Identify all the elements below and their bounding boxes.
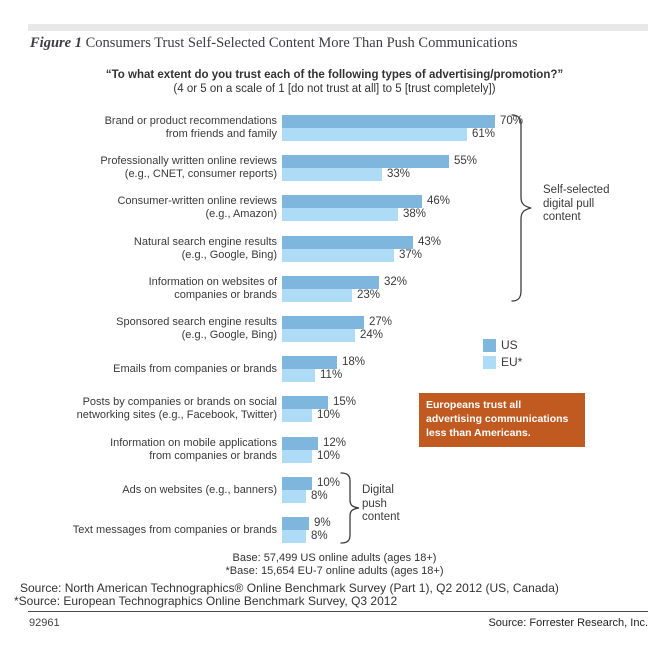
pull-content-brace bbox=[511, 114, 532, 302]
bar-us bbox=[282, 517, 309, 530]
chart-row: Sponsored search engine results (e.g., Go… bbox=[0, 316, 669, 342]
row-label: Consumer-written online reviews (e.g., Am… bbox=[117, 195, 277, 220]
figure-title-text: Consumers Trust Self-Selected Content Mo… bbox=[85, 35, 518, 51]
bar-eu bbox=[282, 168, 382, 181]
chart-question: “To what extent do you trust each of the… bbox=[105, 69, 564, 81]
row-label: Text messages from companies or brands bbox=[72, 523, 277, 536]
footer-divider bbox=[28, 611, 648, 612]
bar-eu bbox=[282, 530, 306, 543]
value-us: 46% bbox=[427, 195, 451, 207]
value-eu: 23% bbox=[357, 289, 381, 301]
value-eu: 10% bbox=[317, 409, 341, 421]
header-strip bbox=[28, 24, 648, 31]
bar-eu bbox=[282, 128, 467, 141]
row-label: Brand or product recommendations from fri… bbox=[104, 115, 277, 140]
row-label: Professionally written online reviews (e.… bbox=[100, 155, 277, 180]
forrester-source: Source: Forrester Research, Inc. bbox=[488, 617, 648, 629]
value-us: 10% bbox=[317, 477, 341, 489]
bar-eu bbox=[282, 450, 312, 463]
figure-title: Figure 1 Consumers Trust Self-Selected C… bbox=[30, 35, 518, 52]
row-label: Emails from companies or brands bbox=[113, 362, 277, 375]
value-eu: 11% bbox=[320, 369, 343, 381]
document-number: 92961 bbox=[29, 617, 60, 629]
bar-eu bbox=[282, 369, 315, 382]
base-note-eu: *Base: 15,654 EU-7 online adults (ages 1… bbox=[225, 565, 444, 577]
chart-row: Natural search engine results (e.g., Goog… bbox=[0, 236, 669, 262]
row-label: Ads on websites (e.g., banners) bbox=[122, 483, 277, 496]
legend-us-swatch bbox=[483, 338, 496, 352]
legend-eu-label: EU* bbox=[501, 355, 523, 369]
bar-chart: Brand or product recommendations from fri… bbox=[0, 115, 669, 545]
value-us: 27% bbox=[369, 316, 393, 328]
value-eu: 33% bbox=[387, 168, 411, 180]
chart-row: Ads on websites (e.g., banners) 10% 8% bbox=[0, 477, 669, 503]
push-content-brace bbox=[340, 472, 360, 544]
legend-item-eu: EU* bbox=[483, 355, 522, 369]
bar-eu bbox=[282, 289, 352, 302]
chart-row: Emails from companies or brands 18% 11% bbox=[0, 356, 669, 382]
bar-us bbox=[282, 155, 449, 168]
value-us: 18% bbox=[342, 356, 366, 368]
bar-us bbox=[282, 396, 328, 409]
legend-us-label: US bbox=[501, 338, 518, 352]
value-eu: 24% bbox=[360, 329, 384, 341]
chart-row: Professionally written online reviews (e.… bbox=[0, 155, 669, 181]
row-label: Posts by companies or brands on social ne… bbox=[76, 396, 277, 421]
source-note-us: Source: North American Technographics® O… bbox=[20, 581, 559, 595]
value-us: 43% bbox=[418, 236, 442, 248]
row-label: Natural search engine results (e.g., Goog… bbox=[133, 236, 277, 261]
bar-us bbox=[282, 356, 337, 369]
callout-line-1: Europeans trust all bbox=[426, 399, 522, 411]
callout-line-3: less than Americans. bbox=[426, 427, 531, 439]
bar-us bbox=[282, 437, 318, 450]
bar-eu bbox=[282, 490, 306, 503]
chart-row: Information on websites of companies or b… bbox=[0, 276, 669, 302]
chart-row: Posts by companies or brands on social ne… bbox=[0, 396, 669, 422]
row-label: Information on mobile applications from c… bbox=[110, 437, 277, 462]
value-us: 70% bbox=[500, 115, 524, 127]
value-us: 32% bbox=[384, 276, 408, 288]
callout-box: Europeans trust all advertising communic… bbox=[419, 393, 585, 447]
bar-eu bbox=[282, 208, 398, 221]
bar-us bbox=[282, 276, 379, 289]
value-eu: 61% bbox=[472, 128, 496, 140]
bar-us bbox=[282, 477, 312, 490]
bar-us bbox=[282, 316, 364, 329]
chart-row: Consumer-written online reviews (e.g., Am… bbox=[0, 195, 669, 221]
chart-row: Text messages from companies or brands 9%… bbox=[0, 517, 669, 543]
source-note-eu: *Source: European Technographics Online … bbox=[14, 594, 398, 608]
bar-eu bbox=[282, 409, 312, 422]
callout-line-2: advertising communications bbox=[426, 413, 569, 425]
bar-us bbox=[282, 115, 495, 128]
bar-us bbox=[282, 195, 422, 208]
value-eu: 8% bbox=[311, 530, 328, 542]
base-note-us: Base: 57,499 US online adults (ages 18+) bbox=[232, 552, 437, 564]
chart-row: Information on mobile applications from c… bbox=[0, 437, 669, 463]
value-us: 55% bbox=[454, 155, 478, 167]
value-eu: 37% bbox=[399, 249, 423, 261]
bar-us bbox=[282, 236, 413, 249]
value-us: 12% bbox=[323, 437, 347, 449]
bar-eu bbox=[282, 249, 394, 262]
row-label: Sponsored search engine results (e.g., Go… bbox=[116, 316, 277, 341]
value-us: 9% bbox=[314, 517, 331, 529]
chart-row: Brand or product recommendations from fri… bbox=[0, 115, 669, 141]
value-eu: 8% bbox=[311, 490, 328, 502]
value-eu: 10% bbox=[317, 450, 341, 462]
legend: US EU* bbox=[483, 338, 522, 372]
legend-item-us: US bbox=[483, 338, 522, 352]
figure-number: Figure 1 bbox=[30, 35, 82, 51]
push-content-label: Digital push content bbox=[362, 484, 400, 523]
row-label: Information on websites of companies or b… bbox=[148, 276, 277, 301]
chart-question-scale: (4 or 5 on a scale of 1 [do not trust at… bbox=[173, 83, 496, 95]
bar-eu bbox=[282, 329, 355, 342]
value-us: 15% bbox=[333, 396, 357, 408]
pull-content-label: Self-selected digital pull content bbox=[543, 184, 610, 223]
legend-eu-swatch bbox=[483, 355, 496, 369]
value-eu: 38% bbox=[403, 208, 427, 220]
